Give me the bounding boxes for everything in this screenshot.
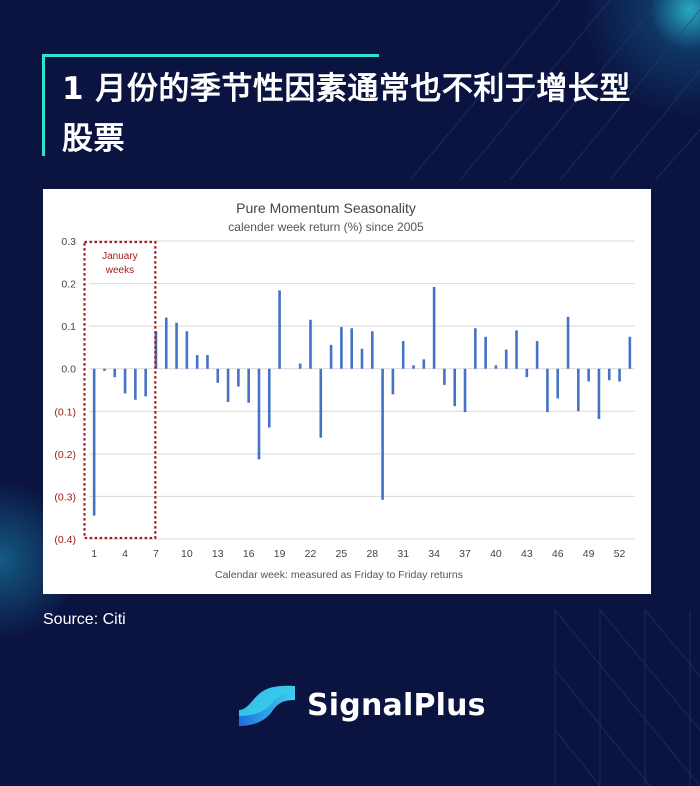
x-tick-label: 46 <box>552 548 564 560</box>
bar-week-49 <box>587 368 590 382</box>
bar-week-17 <box>257 368 261 460</box>
bar-week-52 <box>618 368 621 382</box>
y-tick-label: 0.3 <box>61 236 76 248</box>
accent-line-top <box>42 54 379 57</box>
x-tick-label: 40 <box>490 548 502 560</box>
x-tick-label: 37 <box>459 548 471 560</box>
chart-card: Pure Momentum Seasonality calender week … <box>43 189 651 594</box>
x-tick-label: 52 <box>614 548 626 560</box>
bar-week-10 <box>185 331 189 369</box>
x-tick-label: 10 <box>181 548 193 560</box>
x-axis-label: Calendar week: measured as Friday to Fri… <box>215 569 463 581</box>
bar-week-24 <box>329 344 333 369</box>
bar-week-40 <box>494 365 498 369</box>
x-tick-label: 7 <box>153 548 159 560</box>
bar-week-33 <box>422 359 426 369</box>
january-weeks-label-line2: weeks <box>105 265 134 276</box>
bar-week-14 <box>226 368 230 402</box>
momentum-seasonality-chart: Pure Momentum Seasonality calender week … <box>54 200 635 581</box>
bar-week-1 <box>92 368 96 516</box>
bar-week-8 <box>164 317 168 369</box>
bar-week-44 <box>535 341 539 369</box>
bar-week-37 <box>463 368 467 413</box>
x-tick-label: 49 <box>583 548 595 560</box>
bar-week-19 <box>278 290 281 369</box>
bar-week-16 <box>247 368 250 403</box>
brand-name: SignalPlus <box>307 687 486 723</box>
bar-week-29 <box>381 368 384 500</box>
chart-title: Pure Momentum Seasonality <box>236 200 416 216</box>
bar-week-53 <box>628 336 632 369</box>
x-tick-label: 22 <box>305 548 317 560</box>
headline: 1 月份的季节性因素通常也不利于增长型股票 <box>62 71 631 157</box>
bar-week-36 <box>453 368 457 407</box>
bar-week-43 <box>525 368 529 378</box>
bar-week-32 <box>412 365 415 369</box>
x-tick-label: 43 <box>521 548 533 560</box>
january-weeks-label-line1: January <box>102 251 138 262</box>
bar-week-50 <box>597 368 601 419</box>
x-tick-label: 13 <box>212 548 224 560</box>
bar-week-48 <box>577 368 580 412</box>
bar-week-15 <box>237 368 240 387</box>
bar-week-26 <box>350 328 353 369</box>
bar-week-46 <box>556 368 560 399</box>
accent-line-left <box>42 54 45 156</box>
bar-week-27 <box>360 348 364 369</box>
y-tick-label: 0.0 <box>61 364 76 376</box>
bar-week-41 <box>504 349 508 369</box>
y-tick-label: 0.1 <box>61 321 76 333</box>
bar-week-35 <box>443 368 446 385</box>
bar-week-21 <box>298 363 302 369</box>
source-note: Source: Citi <box>43 611 126 628</box>
bar-week-4 <box>123 368 127 394</box>
chart-subtitle: calender week return (%) since 2005 <box>228 220 424 234</box>
signalplus-logo-icon <box>239 685 295 726</box>
bar-week-5 <box>134 368 137 400</box>
bar-week-34 <box>432 286 436 369</box>
bar-week-9 <box>175 322 178 369</box>
bar-week-38 <box>474 328 477 369</box>
y-tick-label: (0.4) <box>54 534 76 546</box>
x-tick-label: 4 <box>122 548 128 560</box>
x-tick-label: 19 <box>274 548 286 560</box>
bar-week-47 <box>566 316 570 369</box>
bar-week-3 <box>113 368 117 378</box>
y-tick-label: (0.3) <box>54 491 76 503</box>
bar-week-30 <box>391 368 395 395</box>
bar-week-12 <box>206 355 209 369</box>
bar-week-23 <box>319 368 323 438</box>
x-tick-label: 34 <box>428 548 440 560</box>
bar-week-39 <box>484 336 487 369</box>
bar-week-22 <box>309 319 312 369</box>
y-tick-label: 0.2 <box>61 279 76 291</box>
bar-week-11 <box>195 355 199 369</box>
y-tick-label: (0.1) <box>54 406 76 418</box>
bar-week-31 <box>401 341 405 369</box>
x-tick-label: 31 <box>397 548 409 560</box>
bar-week-7 <box>154 331 158 369</box>
bar-week-45 <box>546 368 549 413</box>
january-weeks-box <box>83 240 157 540</box>
bar-week-42 <box>515 330 518 369</box>
bar-week-13 <box>216 368 220 383</box>
x-tick-label: 28 <box>366 548 378 560</box>
bar-week-25 <box>340 326 343 369</box>
bar-week-51 <box>607 368 611 381</box>
x-tick-label: 16 <box>243 548 255 560</box>
bar-week-2 <box>103 368 106 371</box>
bar-week-18 <box>267 368 271 428</box>
brand: SignalPlus <box>235 682 486 728</box>
y-tick-label: (0.2) <box>54 449 76 461</box>
bar-week-28 <box>371 331 374 369</box>
bar-week-6 <box>144 368 147 397</box>
x-tick-label: 25 <box>336 548 348 560</box>
x-tick-label: 1 <box>91 548 97 560</box>
